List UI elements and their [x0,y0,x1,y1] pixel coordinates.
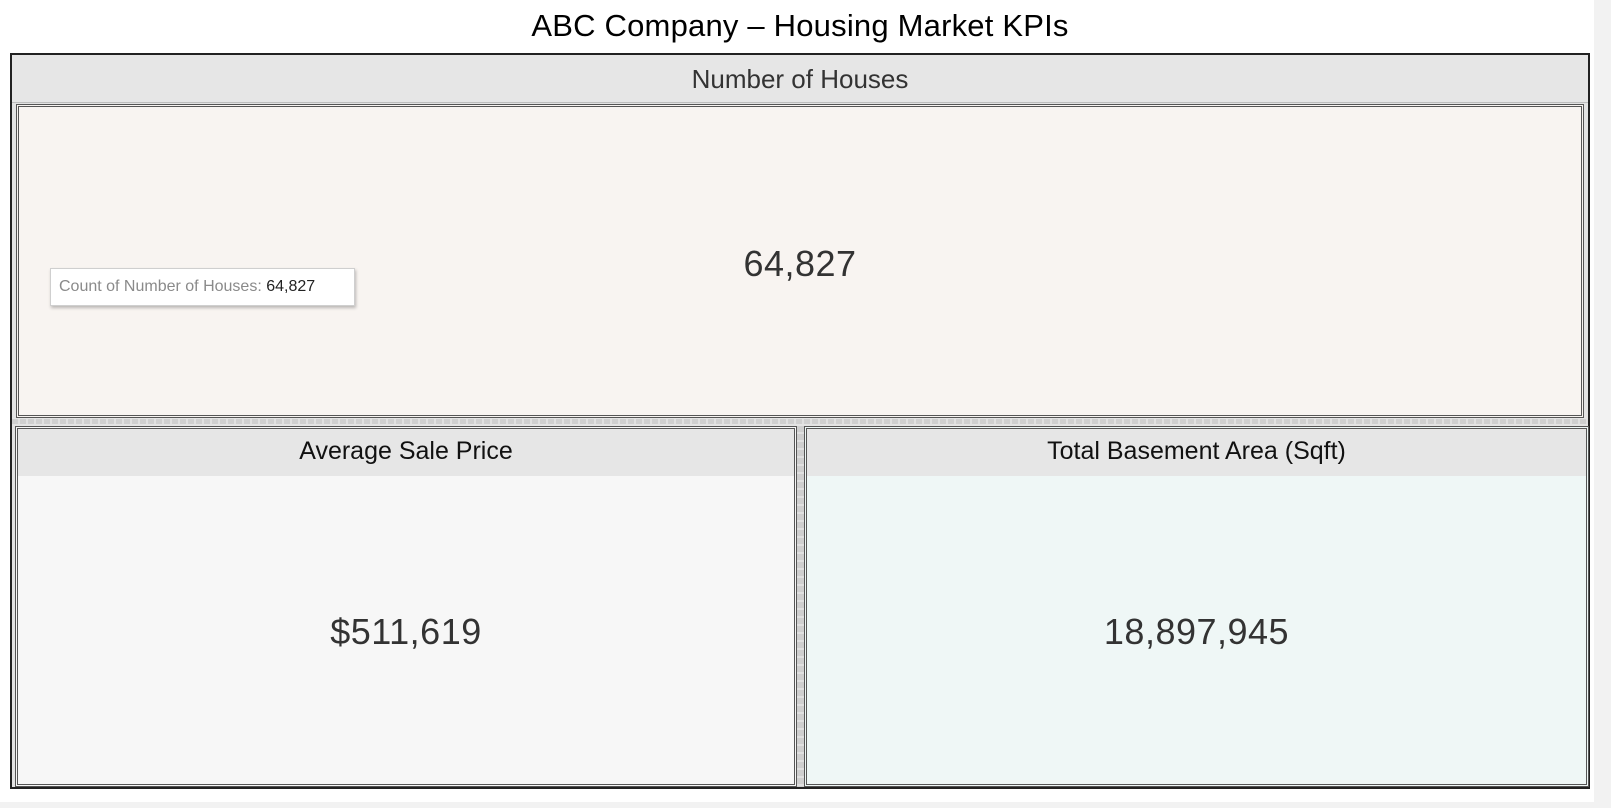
tooltip-label: Count of Number of Houses: [59,278,262,295]
vertical-divider [797,426,804,787]
basement-kpi-card[interactable]: Total Basement Area (Sqft) 18,897,945 [804,426,1589,787]
houses-kpi-value[interactable]: 64,827 [743,243,857,284]
houses-kpi-card[interactable]: 64,827 [16,104,1584,418]
tooltip-value: 64,827 [266,278,316,295]
dashboard-title: ABC Company – Housing Market KPIs [531,8,1069,43]
houses-tooltip: Count of Number of Houses: 64,827 [50,268,355,306]
avg-price-header: Average Sale Price [18,429,794,476]
avg-price-kpi-card[interactable]: Average Sale Price $511,619 [15,426,797,787]
houses-header: Number of Houses [12,55,1588,103]
basement-kpi-value[interactable]: 18,897,945 [1103,611,1290,652]
avg-price-kpi-value[interactable]: $511,619 [330,611,482,652]
basement-header: Total Basement Area (Sqft) [807,429,1586,476]
horizontal-divider [12,419,1588,424]
